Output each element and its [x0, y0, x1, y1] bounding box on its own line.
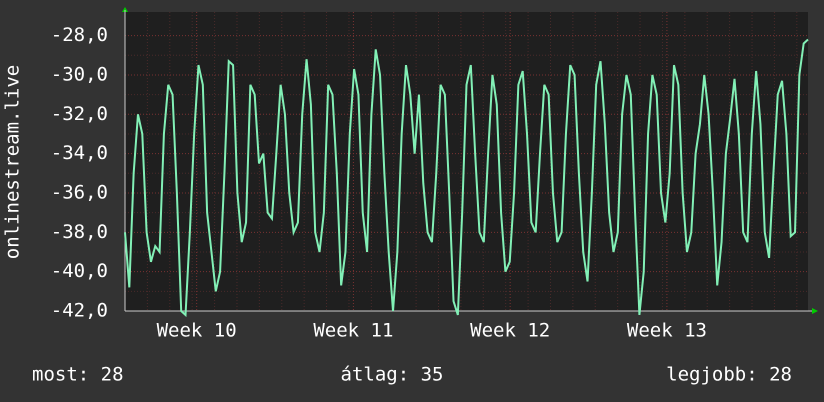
- stat-current: most: 28: [32, 364, 124, 386]
- x-tick-label: Week 11: [313, 320, 393, 342]
- y-tick-label: -36,0: [51, 181, 108, 203]
- plot-area: [125, 12, 808, 311]
- y-tick-label: -38,0: [51, 221, 108, 243]
- y-axis-label: onlinestream.live: [2, 65, 24, 259]
- y-tick-label: -40,0: [51, 260, 108, 282]
- y-tick-label: -32,0: [51, 103, 108, 125]
- x-tick-label: Week 12: [470, 320, 550, 342]
- y-axis-arrow: [122, 7, 128, 12]
- data-line: [124, 38, 809, 318]
- y-tick-label: -30,0: [51, 63, 108, 85]
- x-tick-label: Week 10: [157, 320, 237, 342]
- y-tick-label: -28,0: [51, 24, 108, 46]
- stat-best: legjobb: 28: [666, 364, 792, 386]
- y-tick-label: -42,0: [51, 300, 108, 322]
- x-axis-arrow: [812, 308, 818, 314]
- x-tick-label: Week 13: [627, 320, 707, 342]
- stat-average: átlag: 35: [341, 364, 444, 386]
- y-tick-label: -34,0: [51, 142, 108, 164]
